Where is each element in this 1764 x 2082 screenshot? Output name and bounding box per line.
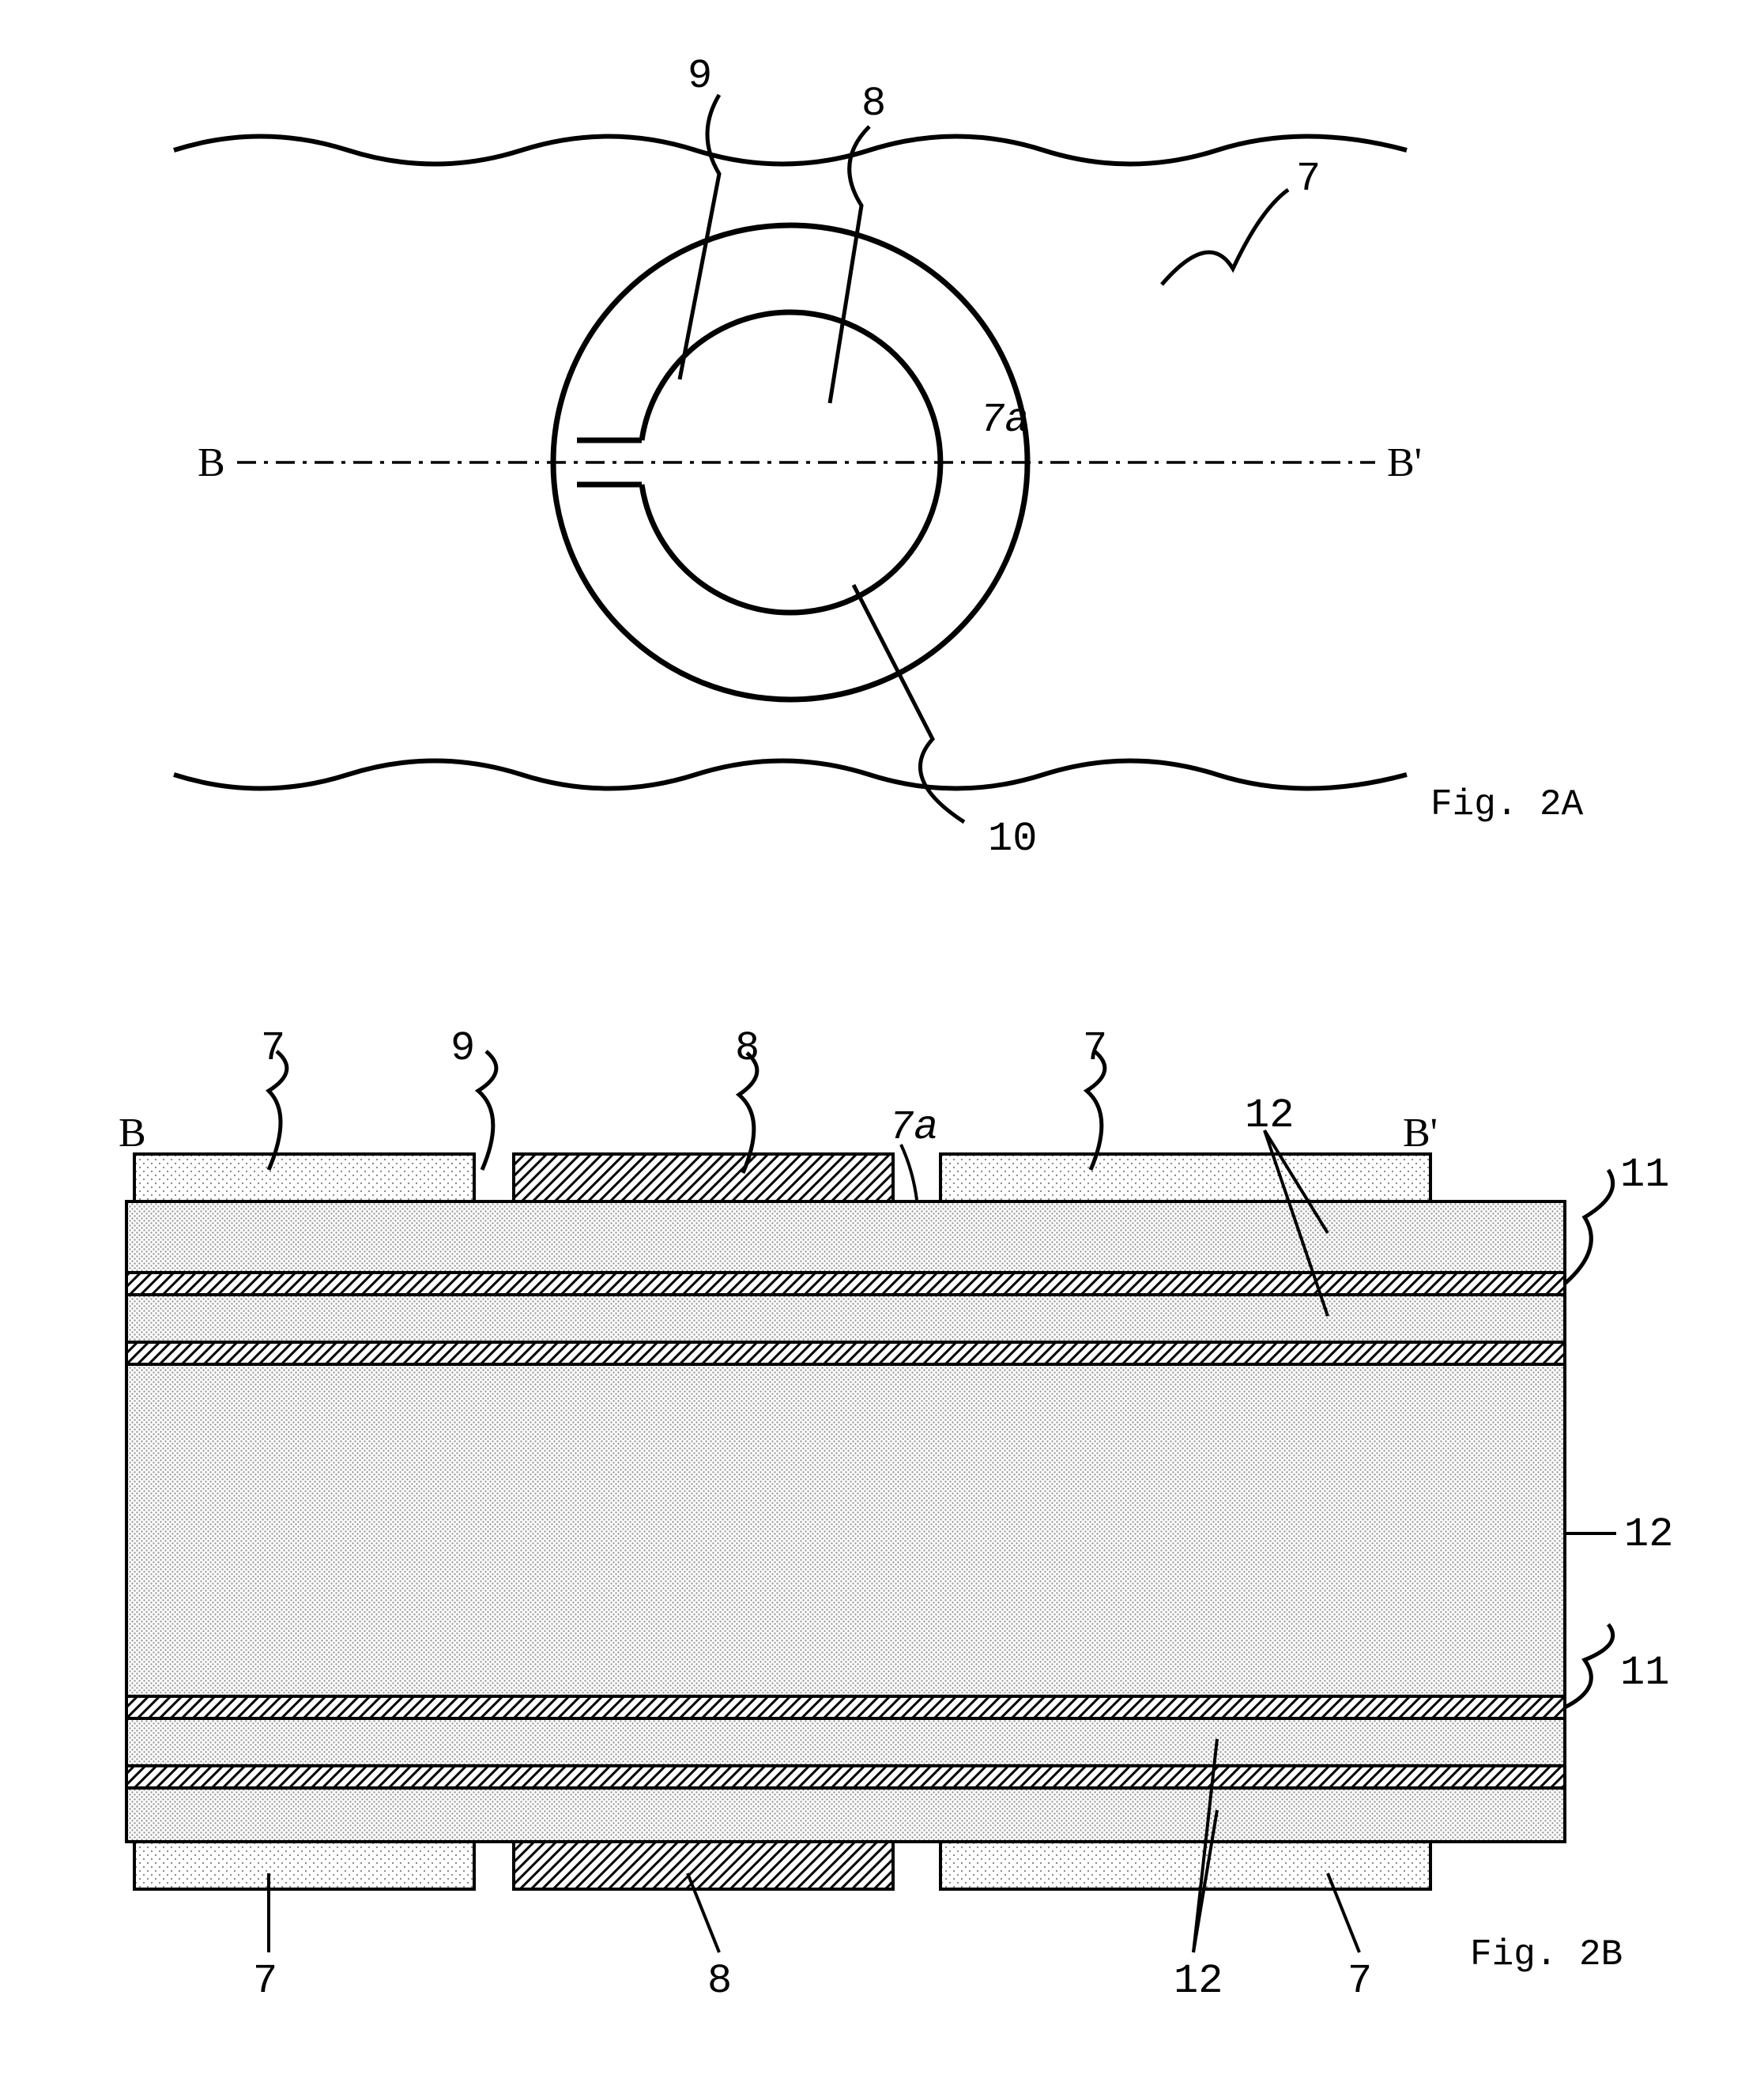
caption-fig-2b: Fig. 2B (1470, 1934, 1623, 1975)
fig-2b: B B' 7 9 8 7a 7 12 11 12 11 7 8 12 7 Fig… (119, 1025, 1673, 2005)
wavy-bottom-edge (174, 761, 1407, 789)
leader-8 (830, 126, 869, 403)
label-10: 10 (988, 816, 1037, 862)
label-B-left: B (198, 440, 225, 485)
leader-11-r2 (1565, 1624, 1613, 1707)
label-7: 7 (1296, 156, 1321, 202)
figures-svg: B B' 7a 9 8 7 10 Fig. 2A B B' (32, 32, 1732, 2050)
wavy-top-edge (174, 137, 1407, 164)
label-B-right: B' (1387, 440, 1422, 485)
label-8-b: 8 (707, 1958, 732, 2005)
label-7-tr: 7 (1083, 1025, 1107, 1072)
leader-9-tl (478, 1051, 496, 1170)
label-11-r1: 11 (1620, 1152, 1669, 1198)
label-B-left-2b: B (119, 1111, 146, 1156)
label-8: 8 (861, 81, 886, 127)
label-12-r: 12 (1624, 1511, 1673, 1558)
label-12-br: 12 (1174, 1958, 1223, 2005)
label-9-tl: 9 (450, 1025, 475, 1072)
leader-11-r1 (1565, 1170, 1613, 1284)
caption-fig-2a: Fig. 2A (1430, 784, 1584, 825)
layer-stack (126, 1201, 1565, 1842)
label-12-tr: 12 (1245, 1092, 1294, 1139)
label-11-r2: 11 (1620, 1650, 1669, 1696)
bottom-segments (134, 1842, 1430, 1889)
top-segments (134, 1154, 1430, 1201)
label-7-tl: 7 (261, 1025, 285, 1072)
label-B-right-2b: B' (1403, 1111, 1438, 1156)
label-9: 9 (688, 53, 712, 100)
label-7-bl: 7 (253, 1958, 277, 2005)
label-7a: 7a (980, 397, 1029, 443)
label-7-br: 7 (1348, 1958, 1372, 2005)
leader-7a-2b (901, 1145, 917, 1200)
page: B B' 7a 9 8 7 10 Fig. 2A B B' (32, 32, 1732, 2050)
label-7a-2b: 7a (889, 1104, 938, 1151)
leader-7 (1162, 190, 1288, 285)
fig-2a: B B' 7a 9 8 7 10 Fig. 2A (174, 53, 1584, 862)
label-8-tl: 8 (735, 1025, 760, 1072)
